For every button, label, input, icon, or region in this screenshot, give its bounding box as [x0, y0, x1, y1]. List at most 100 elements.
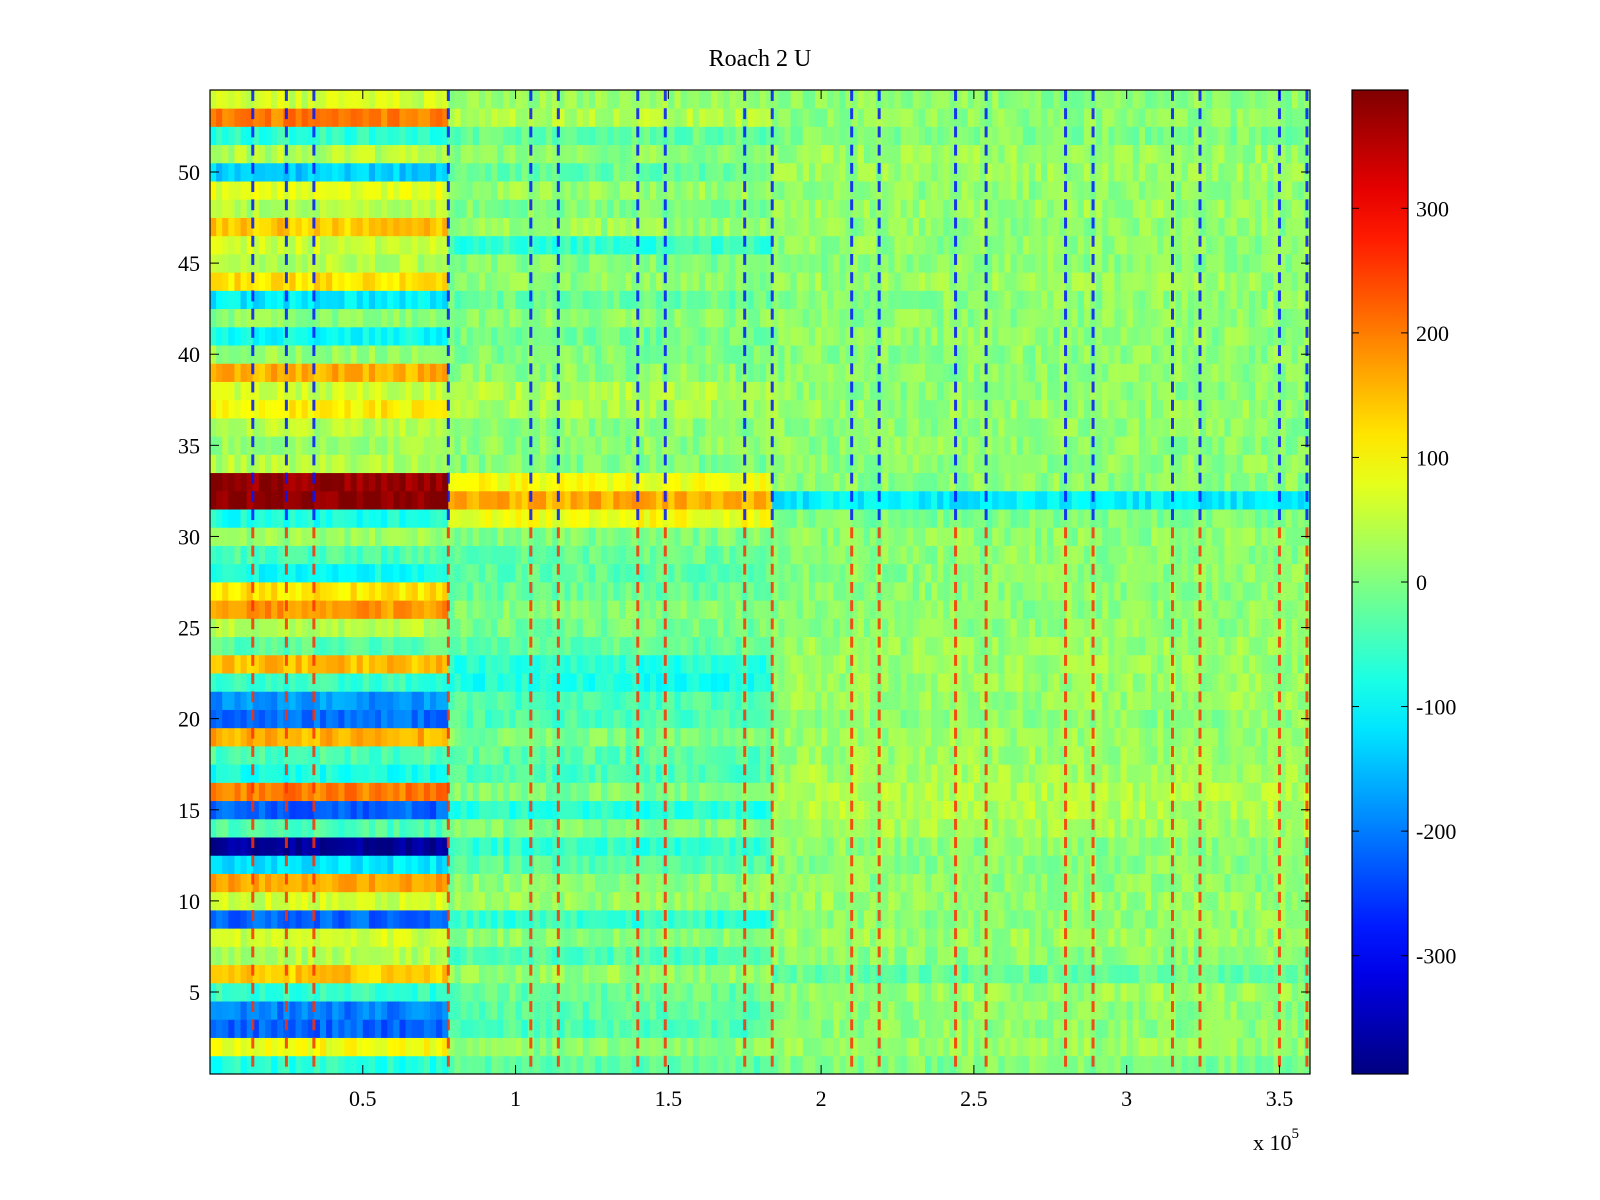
heatmap-cell — [1218, 1037, 1226, 1057]
heatmap-cell — [375, 654, 382, 674]
heatmap-cell — [839, 928, 847, 947]
heatmap-cell — [362, 1037, 370, 1057]
heatmap-cell — [1261, 982, 1268, 1002]
heatmap-cell — [723, 910, 731, 929]
heatmap-cell — [619, 1001, 627, 1020]
heatmap-cell — [326, 600, 333, 619]
heatmap-cell — [906, 1019, 914, 1038]
heatmap-cell — [393, 964, 401, 984]
heatmap-cell — [570, 1055, 578, 1075]
heatmap-cell — [1175, 600, 1183, 619]
heatmap-cell — [1206, 600, 1213, 619]
heatmap-cell — [558, 727, 566, 747]
heatmap-cell — [833, 691, 841, 710]
heatmap-cell — [1132, 600, 1140, 619]
heatmap-cell — [729, 1001, 737, 1020]
heatmap-cell — [778, 618, 786, 638]
heatmap-cell — [289, 563, 297, 583]
heatmap-cell — [1248, 946, 1256, 966]
heatmap-cell — [760, 928, 767, 947]
heatmap-cell — [1077, 982, 1085, 1002]
heatmap-cell — [1181, 1019, 1189, 1038]
heatmap-cell — [344, 673, 352, 692]
heatmap-cell — [808, 1001, 816, 1020]
heatmap-cell — [601, 800, 608, 820]
heatmap-cell — [845, 782, 853, 802]
heatmap-cell — [1010, 1037, 1018, 1057]
heatmap-cell — [668, 636, 676, 656]
heatmap-cell — [778, 1055, 786, 1075]
heatmap-cell — [1248, 982, 1256, 1002]
heatmap-cell — [411, 1001, 419, 1020]
heatmap-cell — [1248, 582, 1256, 601]
heatmap-cell — [1120, 891, 1128, 911]
heatmap-cell — [1151, 709, 1158, 729]
heatmap-cell — [478, 910, 486, 929]
heatmap-cell — [980, 1019, 987, 1038]
heatmap-cell — [802, 563, 810, 583]
heatmap-cell — [1200, 891, 1207, 911]
heatmap-cell — [1273, 818, 1281, 838]
heatmap-cell — [778, 982, 786, 1002]
heatmap-cell — [1206, 582, 1213, 601]
heatmap-cell — [423, 891, 431, 911]
heatmap-cell — [417, 1037, 425, 1057]
heatmap-cell — [228, 837, 236, 856]
heatmap-cell — [258, 982, 266, 1002]
heatmap-cell — [619, 636, 627, 656]
heatmap-cell — [1261, 800, 1268, 820]
heatmap-cell — [252, 910, 260, 929]
heatmap-cell — [320, 600, 327, 619]
heatmap-cell — [815, 873, 822, 893]
heatmap-cell — [747, 800, 755, 820]
heatmap-cell — [1297, 855, 1305, 874]
heatmap-cell — [210, 764, 217, 783]
heatmap-cell — [1187, 964, 1195, 984]
heatmap-cell — [735, 946, 743, 966]
heatmap-cell — [448, 782, 456, 802]
heatmap-cell — [613, 982, 621, 1002]
heatmap-cell — [460, 837, 468, 856]
heatmap-cell — [851, 982, 859, 1002]
heatmap-cell — [998, 928, 1006, 947]
heatmap-cell — [619, 964, 627, 984]
heatmap-cell — [692, 800, 700, 820]
heatmap-cell — [234, 800, 242, 820]
heatmap-cell — [1114, 1037, 1122, 1057]
heatmap-cell — [375, 746, 382, 765]
heatmap-cell — [992, 891, 999, 911]
heatmap-cell — [931, 855, 938, 874]
heatmap-cell — [1151, 873, 1158, 893]
heatmap-cell — [601, 982, 608, 1002]
heatmap-cell — [1138, 654, 1146, 674]
heatmap-cell — [1248, 618, 1256, 638]
heatmap-cell — [326, 636, 333, 656]
heatmap-cell — [1065, 727, 1073, 747]
heatmap-cell — [601, 618, 608, 638]
heatmap-cell — [857, 673, 865, 692]
heatmap-cell — [466, 673, 474, 692]
heatmap-cell — [613, 800, 621, 820]
heatmap-cell — [1053, 582, 1061, 601]
heatmap-cell — [863, 837, 871, 856]
heatmap-cell — [1022, 709, 1030, 729]
heatmap-cell — [674, 982, 682, 1002]
heatmap-cell — [833, 964, 841, 984]
heatmap-cell — [344, 727, 352, 747]
heatmap-cell — [362, 764, 370, 783]
heatmap-cell — [998, 873, 1006, 893]
heatmap-cell — [1242, 800, 1250, 820]
heatmap-cell — [252, 600, 260, 619]
heatmap-cell — [1163, 1055, 1171, 1075]
heatmap-cell — [1279, 709, 1287, 729]
heatmap-cell — [301, 1001, 309, 1020]
heatmap-cell — [631, 837, 639, 856]
heatmap-cell — [1016, 746, 1024, 765]
heatmap-cell — [430, 891, 437, 911]
heatmap-cell — [576, 855, 584, 874]
heatmap-cell — [961, 563, 969, 583]
heatmap-cell — [228, 691, 236, 710]
heatmap-cell — [1200, 582, 1207, 601]
heatmap-cell — [1102, 928, 1109, 947]
heatmap-cell — [1224, 746, 1232, 765]
